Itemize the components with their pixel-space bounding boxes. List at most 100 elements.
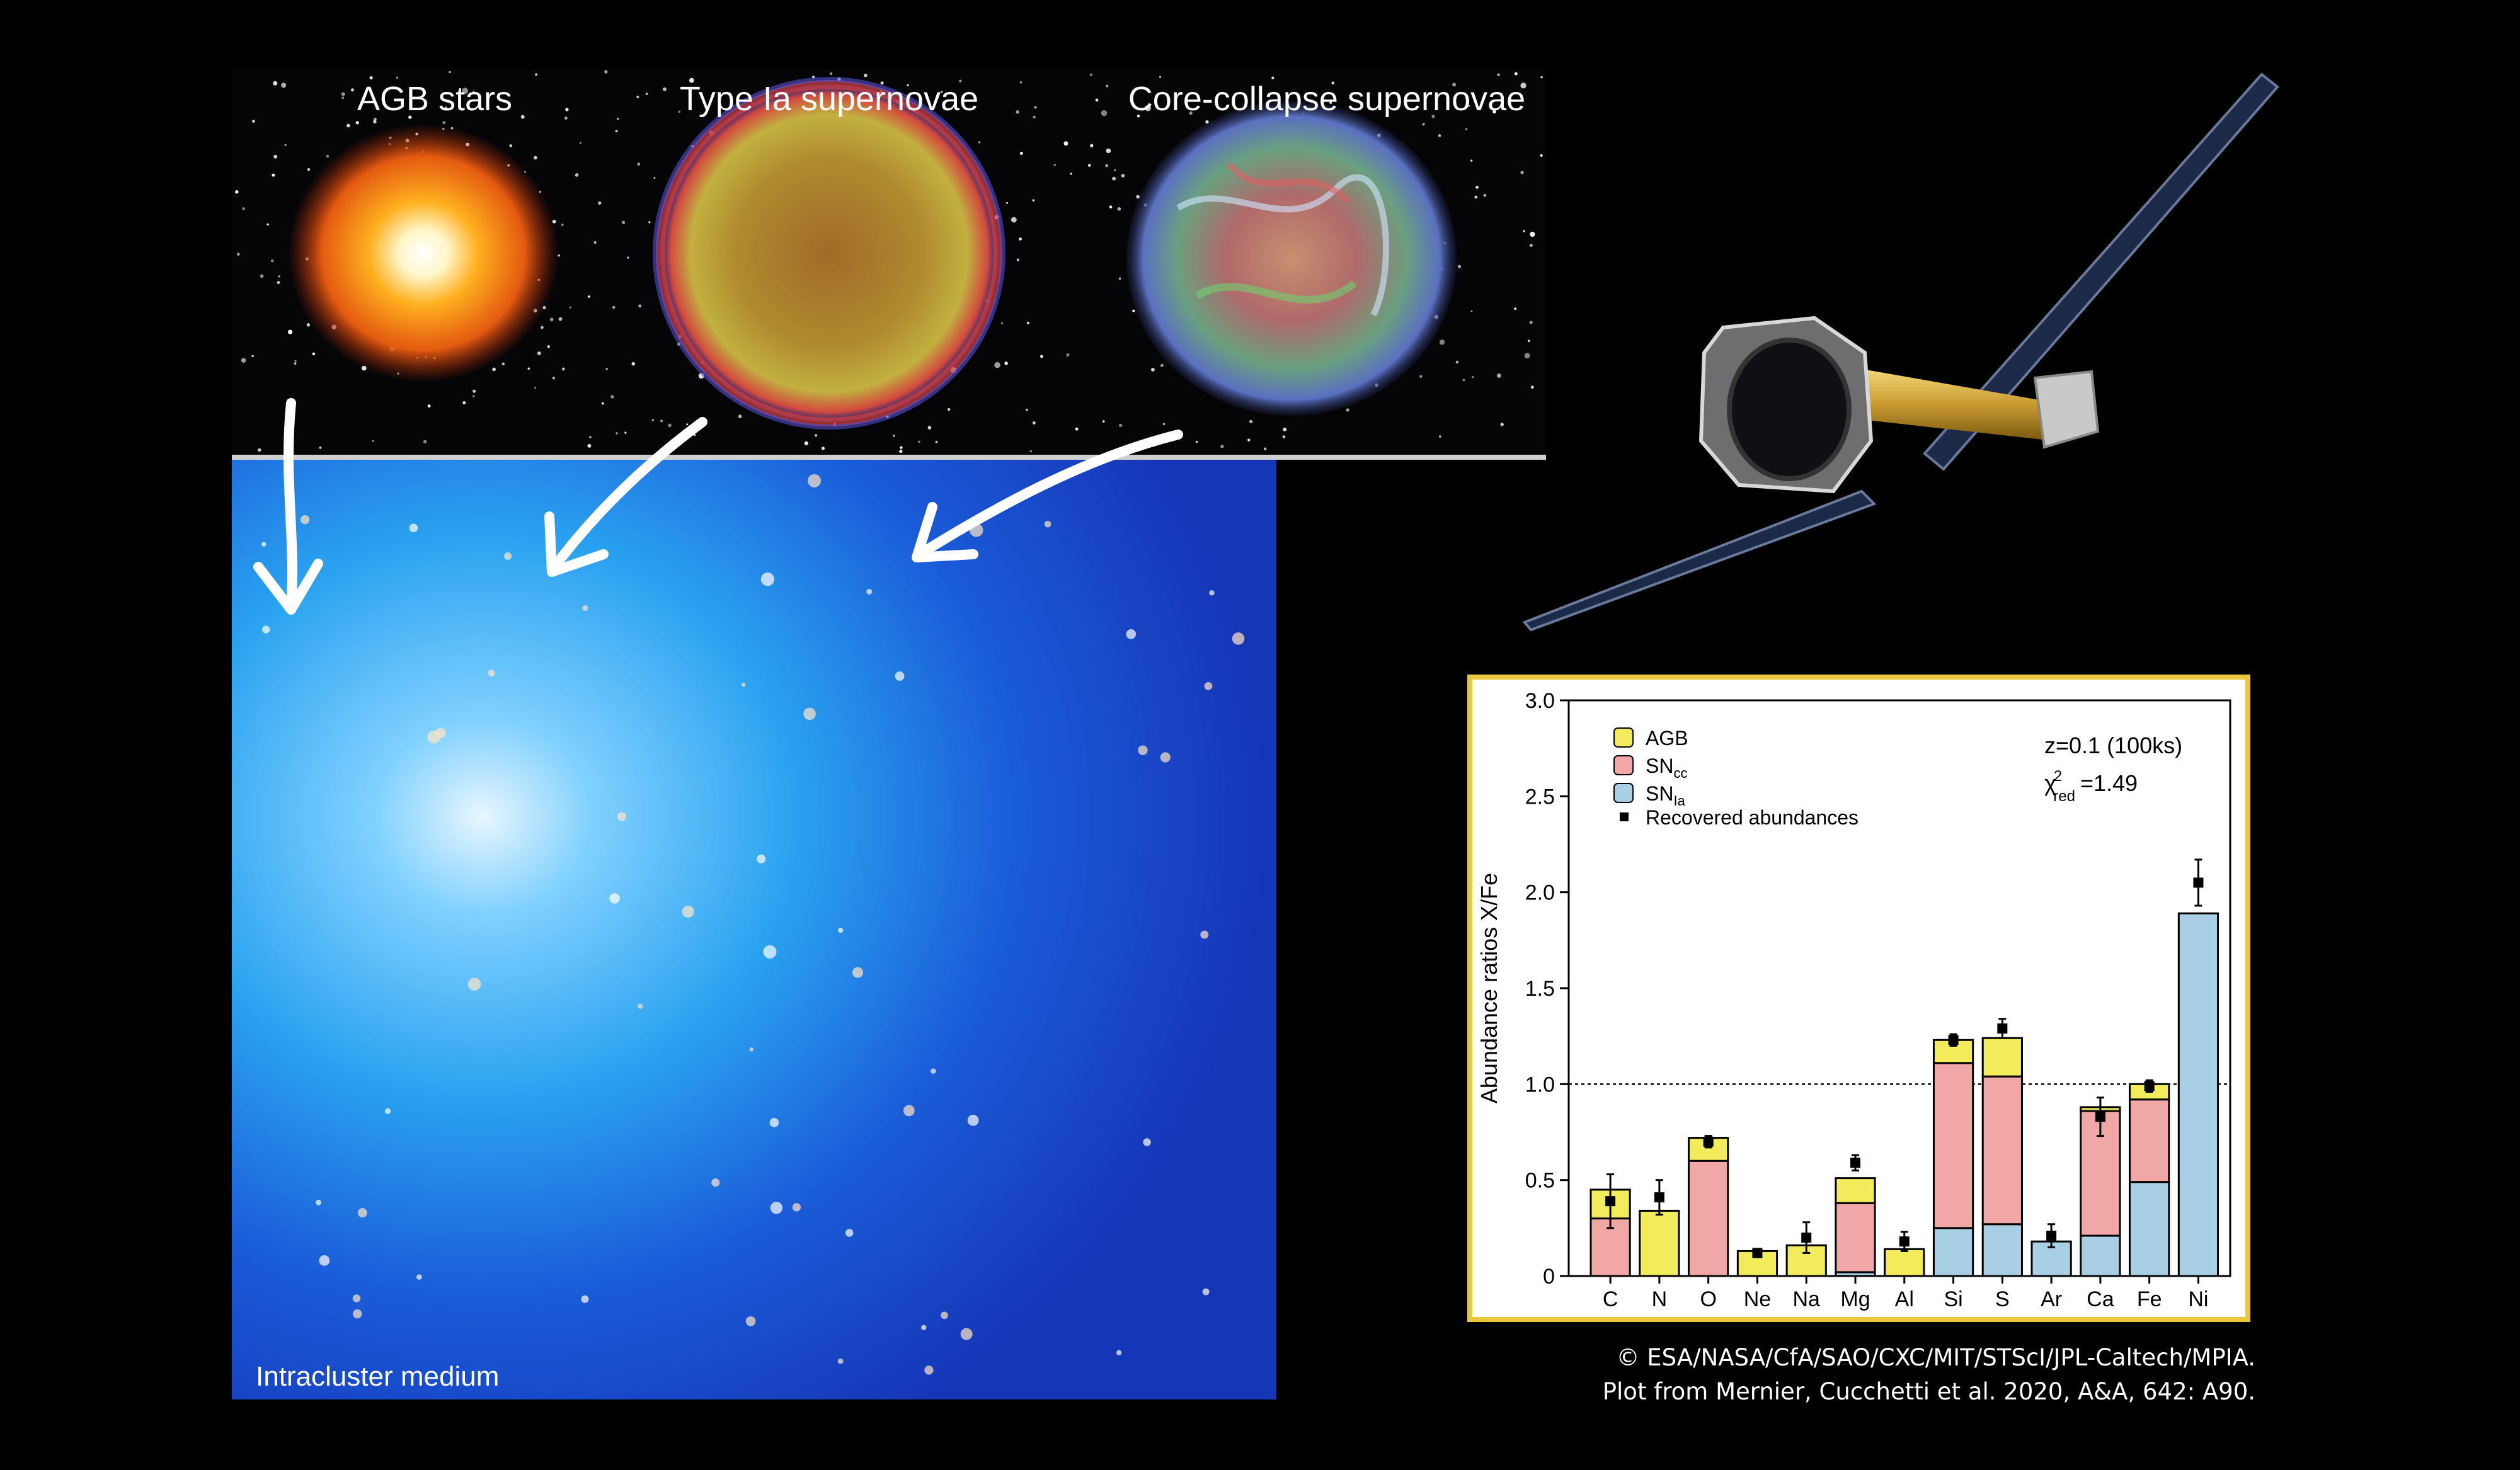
background-star xyxy=(252,120,255,123)
background-star xyxy=(272,173,275,177)
legend-label-agb: AGB xyxy=(1646,727,1688,749)
cluster-galaxy xyxy=(1202,1288,1210,1296)
background-star xyxy=(660,419,663,423)
background-star xyxy=(1063,141,1068,146)
background-star xyxy=(1524,353,1530,359)
background-star xyxy=(277,281,280,284)
cluster-galaxy xyxy=(807,474,822,487)
cluster-galaxy xyxy=(488,669,495,677)
background-star xyxy=(900,446,903,449)
recovered-point xyxy=(1801,1233,1812,1243)
background-star xyxy=(1296,92,1298,95)
legend: AGB SNcc SNIa Recovered abundances xyxy=(1613,727,1858,829)
abundance-chart: Abundance ratios X/Fe 0 0.5 1.0 1.5 2.0 2.5 3.… xyxy=(1467,675,2250,1322)
background-star xyxy=(564,117,568,120)
y-tick-label: 3.0 xyxy=(1525,689,1555,713)
background-star xyxy=(355,121,359,125)
background-star xyxy=(423,440,427,444)
background-star xyxy=(1095,98,1099,102)
type-ia-arrow-head xyxy=(544,511,609,577)
cluster-galaxy xyxy=(1200,930,1209,939)
cluster-galaxy xyxy=(467,977,481,991)
background-star xyxy=(892,435,895,437)
background-star xyxy=(1162,423,1166,425)
recovered-point xyxy=(2095,1112,2105,1122)
background-star xyxy=(1075,427,1079,431)
credit-line-2: Plot from Mernier, Cucchetti et al. 2020… xyxy=(1603,1378,2255,1405)
background-star xyxy=(1452,83,1457,87)
background-star xyxy=(1113,169,1116,171)
background-star xyxy=(1118,277,1121,280)
background-star xyxy=(1282,435,1286,438)
background-star xyxy=(1514,307,1517,310)
background-star xyxy=(1118,423,1123,427)
background-star xyxy=(1514,72,1518,76)
bar-segment-agb xyxy=(1639,1209,1680,1277)
y-tick-label: 0 xyxy=(1543,1265,1555,1289)
background-star xyxy=(651,419,655,422)
x-tick-label: O xyxy=(1700,1287,1716,1311)
background-star xyxy=(636,95,639,98)
background-star xyxy=(1121,174,1125,178)
background-star xyxy=(907,84,909,87)
agb-star-image xyxy=(288,124,559,382)
background-star xyxy=(589,436,592,438)
background-star xyxy=(1439,339,1445,345)
background-star xyxy=(1025,408,1028,411)
legend-swatch-agb xyxy=(1613,727,1634,748)
background-star xyxy=(621,220,626,224)
bars xyxy=(1589,912,2219,1277)
x-tick-label: Ni xyxy=(2188,1287,2208,1311)
background-star xyxy=(1005,202,1009,205)
background-star xyxy=(1016,258,1019,261)
background-star xyxy=(605,368,608,370)
background-star xyxy=(235,190,239,194)
cluster-galaxy xyxy=(941,1311,948,1319)
background-star xyxy=(273,154,278,159)
legend-label-snia: SNIa xyxy=(1646,782,1686,809)
telescope-body xyxy=(1855,368,2057,441)
cluster-galaxy xyxy=(301,515,310,525)
x-tick-label: Fe xyxy=(2137,1287,2162,1311)
agb-arrow-head xyxy=(253,559,323,615)
background-star xyxy=(1032,199,1035,202)
cluster-galaxy xyxy=(866,588,873,595)
background-star xyxy=(273,81,278,86)
bar-segment-snia xyxy=(1981,1223,2023,1277)
background-star xyxy=(569,306,571,309)
background-star xyxy=(1090,144,1094,147)
bar-segment-agb xyxy=(1884,1248,1925,1277)
background-star xyxy=(241,358,246,363)
background-star xyxy=(1527,339,1530,343)
cluster-galaxy xyxy=(1143,1138,1151,1146)
y-axis-label: Abundance ratios X/Fe xyxy=(1476,873,1502,1103)
background-star xyxy=(534,387,537,389)
background-star xyxy=(1419,375,1423,378)
background-star xyxy=(1160,363,1164,367)
background-star xyxy=(1053,164,1056,166)
background-star xyxy=(472,395,475,397)
background-star xyxy=(1497,73,1500,77)
background-star xyxy=(472,389,476,393)
background-star xyxy=(449,71,451,74)
background-star xyxy=(284,144,287,146)
background-star xyxy=(1105,164,1109,168)
x-tick-label: Mg xyxy=(1840,1287,1870,1311)
background-star xyxy=(598,201,602,205)
background-star xyxy=(1530,385,1534,389)
background-star xyxy=(1004,362,1008,365)
background-star xyxy=(1109,205,1113,208)
cluster-galaxy xyxy=(960,1328,973,1340)
background-star xyxy=(1136,195,1140,199)
background-star xyxy=(637,162,641,166)
background-star xyxy=(1438,134,1441,137)
background-star xyxy=(1520,83,1526,89)
cluster-galaxy xyxy=(967,1114,979,1126)
cluster-galaxy xyxy=(1044,520,1051,528)
background-star xyxy=(462,88,469,94)
background-star xyxy=(978,141,981,144)
x-tick-label: Si xyxy=(1944,1287,1962,1311)
cluster-galaxy xyxy=(316,1199,322,1205)
recovered-point xyxy=(1997,1023,2008,1034)
